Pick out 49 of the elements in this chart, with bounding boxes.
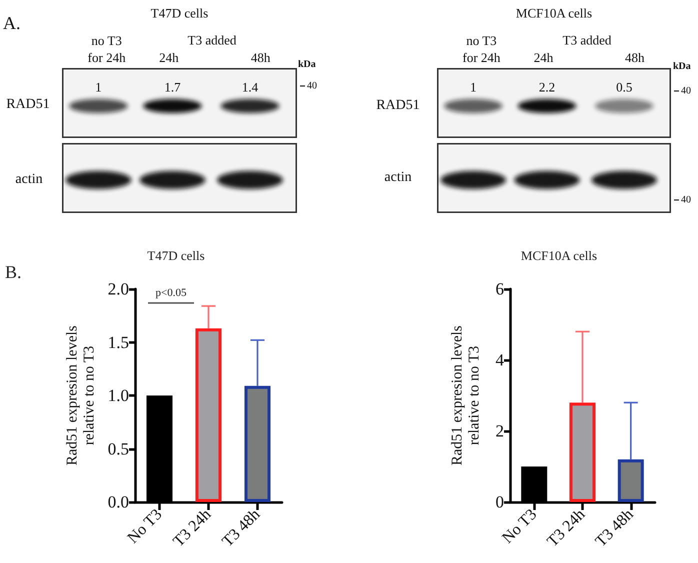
category-label: 48h (624, 49, 644, 66)
x-tick-label: T3 24h (170, 506, 215, 550)
bar (618, 459, 644, 502)
data-label: 0.5 (616, 78, 632, 96)
text: MCF10A cells (516, 4, 592, 22)
text: A. (3, 12, 20, 34)
data-label: 1 (95, 78, 102, 96)
text: kDa (673, 60, 691, 74)
text: T47D cells (150, 4, 208, 22)
category-label: 24h (159, 49, 179, 66)
category-label: 24h (534, 49, 554, 66)
x-tick-label: T3 24h (544, 506, 589, 550)
chart-title: T47D cells (147, 248, 205, 263)
annotation: p<0.05 (156, 287, 187, 299)
y-tick-label: 0.5 (108, 439, 129, 458)
y-tick-label: 1.5 (108, 332, 129, 352)
y-tick-label: 0.0 (108, 492, 129, 512)
x-tick-label: T3 48h (592, 506, 637, 550)
text: 40 (307, 80, 317, 92)
y-axis-title: Rad51 expresion levels relative to no T3 (64, 325, 98, 466)
y-tick-label: 6 (496, 280, 504, 298)
text: actin (384, 169, 412, 187)
chart-title: MCF10A cells (520, 248, 598, 263)
text: 40 (681, 194, 691, 206)
category-label: 48h (250, 49, 270, 66)
y-tick-label: 0 (496, 492, 504, 512)
y-axis-title: Rad51 expresion levels relative to no T3 (450, 325, 482, 466)
bar (244, 386, 270, 502)
y-tick-label: 4 (496, 350, 504, 370)
text: actin (15, 171, 43, 189)
data-label: 1.4 (242, 78, 258, 96)
category-label: no T3 for 24h (88, 32, 126, 66)
y-tick-label: 2 (496, 422, 504, 440)
data-label: 2.2 (538, 78, 556, 96)
text: kDa (298, 58, 316, 72)
data-label: 1 (470, 78, 477, 96)
text: RAD51 (6, 96, 50, 114)
text: T3 added (188, 32, 236, 48)
x-tick-label: T3 48h (219, 506, 264, 550)
text: 40 (681, 86, 691, 96)
text: RAD51 (376, 97, 420, 115)
y-tick-label: 2.0 (108, 280, 129, 298)
category-label: no T3 for 24h (462, 32, 500, 66)
y-tick-label: 1.0 (108, 386, 129, 405)
text: T3 added (562, 32, 612, 48)
text: B. (5, 262, 22, 282)
bar (196, 328, 222, 502)
data-label: 1.7 (164, 78, 181, 96)
bar (570, 402, 596, 502)
